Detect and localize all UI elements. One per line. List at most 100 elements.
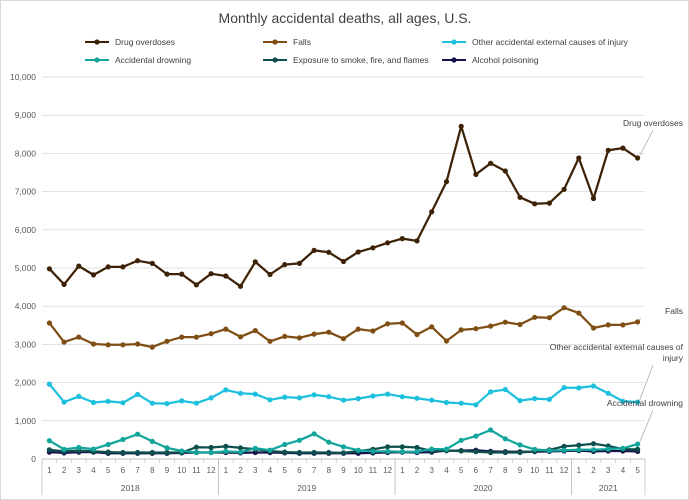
x-tick-label: 9	[341, 466, 346, 475]
data-point	[61, 339, 67, 345]
annotation-leader	[639, 129, 654, 157]
annotation-label: injury	[663, 353, 684, 363]
legend-item: Drug overdoses	[85, 37, 175, 47]
data-point	[590, 447, 597, 453]
data-point	[90, 399, 97, 406]
x-tick-label: 2	[415, 466, 420, 475]
data-point	[326, 394, 332, 400]
data-point	[620, 398, 626, 404]
data-point	[546, 448, 553, 454]
x-tick-label: 2	[62, 466, 67, 475]
annotations: Drug overdoses Falls Other accidental exte…	[550, 118, 684, 443]
data-point	[120, 342, 126, 348]
series-2	[46, 381, 641, 408]
data-point	[105, 441, 111, 448]
data-point	[296, 260, 302, 266]
data-point	[546, 200, 553, 206]
data-point	[237, 283, 244, 289]
y-tick-label: 0	[31, 454, 36, 464]
data-point	[385, 240, 391, 246]
data-point	[252, 391, 258, 397]
data-point	[267, 397, 273, 403]
data-point	[443, 446, 450, 452]
data-point	[179, 398, 185, 404]
x-tick-label: 9	[518, 466, 523, 475]
data-point	[370, 448, 376, 454]
data-point	[193, 334, 199, 340]
legend-swatch-marker	[451, 39, 457, 45]
data-point	[252, 259, 258, 265]
data-point	[385, 444, 391, 450]
data-point	[311, 431, 317, 437]
legend-swatch-marker	[272, 57, 278, 63]
x-tick-label: 4	[621, 466, 626, 475]
data-point	[179, 448, 185, 454]
data-point	[355, 326, 361, 332]
x-tick-label: 7	[488, 466, 493, 475]
data-point	[135, 391, 141, 397]
data-point	[517, 442, 523, 448]
data-point	[149, 260, 155, 266]
data-point	[208, 271, 214, 277]
data-point	[473, 171, 479, 177]
x-tick-label: 1	[577, 466, 582, 475]
data-point	[282, 394, 288, 400]
data-point	[311, 449, 317, 456]
year-label: 2020	[474, 483, 493, 493]
data-point	[561, 305, 567, 311]
annotation-leader	[639, 409, 654, 443]
data-point	[443, 338, 450, 344]
data-point	[340, 444, 347, 450]
x-tick-label: 11	[192, 466, 201, 475]
data-point	[517, 194, 523, 200]
data-point	[46, 381, 53, 387]
data-point	[399, 394, 405, 400]
data-point	[399, 236, 405, 242]
data-point	[76, 444, 82, 451]
data-point	[135, 431, 141, 437]
data-point	[267, 338, 273, 344]
data-point	[532, 446, 538, 452]
data-point	[620, 445, 626, 451]
data-point	[296, 335, 302, 341]
data-point	[208, 331, 214, 337]
y-tick-label: 6,000	[15, 225, 37, 235]
x-tick-label: 4	[268, 466, 273, 475]
data-point	[458, 448, 464, 454]
data-point	[311, 331, 317, 337]
data-point	[370, 245, 376, 251]
x-tick-label: 1	[224, 466, 229, 475]
data-point	[46, 266, 53, 272]
data-point	[399, 449, 405, 455]
data-point	[458, 400, 464, 406]
legend-label: Drug overdoses	[115, 37, 175, 47]
data-point	[135, 258, 141, 264]
data-point	[458, 327, 464, 333]
legend-item: Falls	[263, 37, 311, 47]
data-point	[385, 391, 391, 397]
x-tick-label: 2	[238, 466, 243, 475]
data-point	[90, 272, 97, 278]
data-point	[488, 449, 494, 456]
data-point	[296, 395, 302, 401]
data-point	[208, 444, 214, 451]
x-tick-label: 4	[444, 466, 449, 475]
data-point	[267, 271, 273, 278]
annotation-leader	[639, 364, 654, 401]
data-point	[61, 446, 67, 452]
data-point	[105, 264, 111, 270]
data-point	[473, 402, 479, 408]
data-point	[223, 448, 229, 454]
data-point	[620, 322, 626, 328]
data-point	[502, 449, 508, 456]
data-point	[326, 329, 332, 335]
data-point	[179, 271, 185, 277]
data-point	[429, 446, 435, 452]
legend-label: Accidental drowning	[115, 55, 191, 65]
data-point	[355, 447, 361, 453]
x-tick-label: 4	[91, 466, 96, 475]
data-point	[61, 281, 67, 287]
gridlines	[42, 76, 645, 460]
data-point	[135, 449, 141, 456]
data-point	[296, 449, 302, 456]
